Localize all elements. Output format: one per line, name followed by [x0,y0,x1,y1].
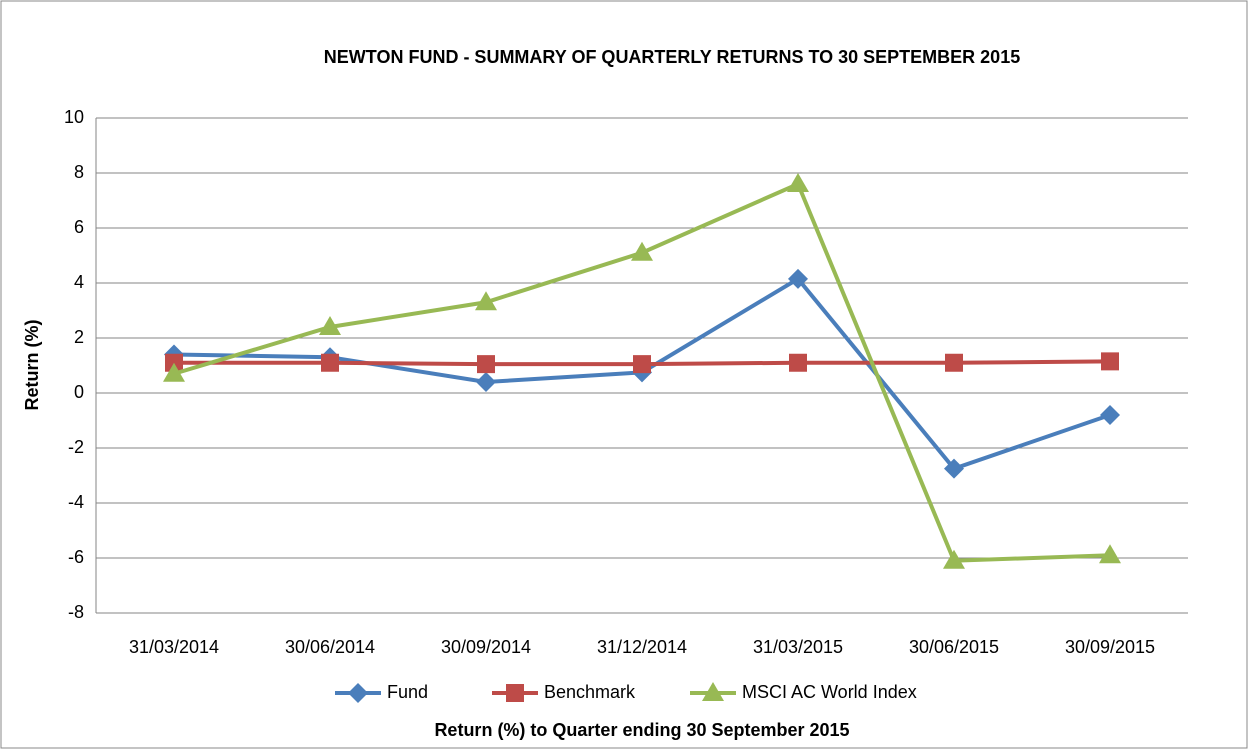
marker [321,353,339,372]
marker [1101,352,1119,371]
legend-marker [702,682,724,701]
legend-label: Fund [387,682,428,702]
marker [633,355,651,374]
y-tick-label: 6 [74,217,84,237]
y-tick-label: 2 [74,327,84,347]
marker [787,173,809,192]
x-tick-label: 30/09/2015 [1065,637,1155,657]
marker [163,362,185,382]
y-tick-label: -4 [68,492,84,512]
y-tick-label: -8 [68,602,84,622]
marker [476,372,496,392]
y-tick-label: 10 [64,107,84,127]
marker [1100,405,1120,425]
marker [477,355,495,374]
marker [631,241,653,261]
x-tick-label: 31/03/2015 [753,637,843,657]
x-tick-label: 30/09/2014 [441,637,531,657]
y-axis-title: Return (%) [22,320,42,411]
x-tick-label: 30/06/2014 [285,637,375,657]
marker [319,316,341,335]
legend-marker [506,684,524,702]
x-tick-label: 31/12/2014 [597,637,687,657]
y-tick-label: 8 [74,162,84,182]
y-tick-label: -2 [68,437,84,457]
chart-title: NEWTON FUND - SUMMARY OF QUARTERLY RETUR… [323,47,1021,67]
y-tick-label: 4 [74,272,84,292]
y-tick-label: -6 [68,547,84,567]
legend-marker [348,683,368,703]
legend-label: MSCI AC World Index [742,682,917,702]
marker [945,353,963,372]
marker [788,268,808,289]
y-tick-label: 0 [74,382,84,402]
marker [1099,544,1121,564]
legend-label: Benchmark [544,682,636,702]
marker [943,549,965,569]
marker [789,353,807,372]
x-tick-label: 31/03/2014 [129,637,219,657]
marker [475,291,497,311]
x-axis-title: Return (%) to Quarter ending 30 Septembe… [434,720,849,740]
x-tick-label: 30/06/2015 [909,637,999,657]
marker [944,458,964,479]
